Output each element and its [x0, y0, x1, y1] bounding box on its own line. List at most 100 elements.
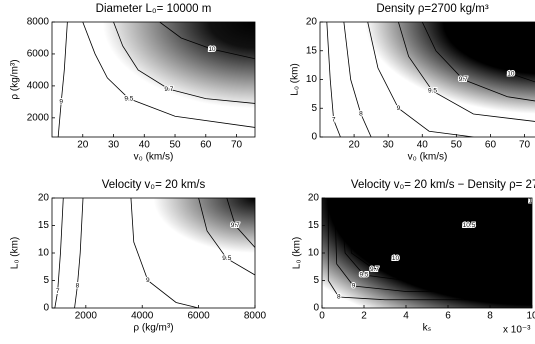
contour-label: 10: [208, 46, 216, 53]
contour-label: 9.7: [164, 86, 173, 93]
y-tick-label: 10: [306, 74, 318, 85]
x-tick-label: 50: [169, 140, 181, 151]
y-tick-label: 0: [311, 132, 317, 143]
contour-line: [327, 198, 532, 301]
x-axis-label: ρ (kg/m³): [133, 323, 173, 334]
plot-area: 9 9.5 9.7 10: [52, 22, 255, 137]
contour-label: 10: [507, 70, 515, 77]
y-tick-label: 4000: [27, 81, 50, 92]
x-tick-label: 4: [403, 311, 409, 322]
y-axis-label: L₀ (km): [10, 237, 21, 269]
plot-area: 7 8 9 9.5 9.7: [52, 198, 255, 308]
contour-line: [57, 22, 68, 137]
contour-line: [198, 198, 255, 276]
y-axis-label: L₀ (km): [290, 63, 301, 95]
x-tick-label: 60: [200, 140, 212, 151]
x-tick-label: 4000: [131, 311, 154, 322]
shading: [322, 198, 532, 308]
contour-label: 9.5: [124, 95, 133, 102]
x-tick-label: 20: [77, 140, 89, 151]
contour-line: [340, 198, 532, 284]
contour-label: 9: [352, 283, 356, 290]
plot-area: 8 99.59.7 10 10.5 11: [322, 197, 535, 308]
x-tick-label: 8: [487, 311, 493, 322]
contour-label: 7: [332, 116, 336, 123]
y-tick-label: 10: [308, 248, 320, 259]
y-tick-label: 10: [38, 248, 50, 259]
contour-label: 9.7: [231, 222, 240, 229]
x-tick-label: 30: [383, 140, 395, 151]
y-axis-label: L₀ (km): [292, 237, 303, 269]
contour-line: [74, 198, 84, 308]
contour-line: [343, 22, 372, 137]
x-tick-label: 2000: [75, 311, 98, 322]
contour-label: 9.5: [428, 88, 437, 95]
chart-title: Density ρ=2700 kg/m³: [376, 3, 488, 15]
x-tick-label: 8000: [244, 311, 267, 322]
x-axis-label: kₛ: [423, 323, 432, 334]
plot-area: 7 8 9 9.5 9.7 10: [320, 22, 535, 137]
x-tick-label: 6000: [187, 311, 210, 322]
x-tick-label: 30: [108, 140, 120, 151]
contour-label: 9.5: [222, 255, 231, 262]
axes-frame: [51, 21, 256, 138]
y-tick-label: 5: [43, 275, 49, 286]
y-tick-label: 2000: [27, 112, 50, 123]
x-tick-label: 40: [417, 140, 429, 151]
y-tick-label: 5: [311, 103, 317, 114]
y-tick-label: 6000: [27, 49, 50, 60]
y-tick-label: 5: [313, 275, 319, 286]
contour-line: [421, 22, 535, 102]
contour-line: [359, 198, 532, 270]
x-tick-label: 70: [231, 140, 243, 151]
contour-label: 10.5: [463, 222, 476, 229]
x-multiplier: x 10⁻³: [503, 325, 531, 336]
shading: [52, 198, 255, 308]
y-tick-label: 20: [38, 193, 50, 204]
contour-line: [54, 198, 64, 308]
x-tick-label: 2: [361, 311, 367, 322]
contour-label: 8: [359, 111, 363, 118]
y-tick-label: 20: [308, 193, 320, 204]
contour-line: [226, 198, 255, 248]
chart-title: Velocity v₀= 20 km/s: [102, 179, 206, 191]
y-tick-label: 0: [313, 303, 319, 314]
contour-label: 8: [337, 294, 341, 301]
contour-label: 8: [76, 283, 80, 290]
y-tick-label: 15: [308, 220, 320, 231]
contour-line: [113, 22, 255, 104]
contour-line: [130, 198, 199, 308]
contour-label: 7: [56, 288, 60, 295]
x-tick-label: 20: [349, 140, 361, 151]
x-tick-label: 40: [139, 140, 151, 151]
y-tick-label: 0: [43, 303, 49, 314]
contour-line: [159, 22, 255, 60]
contour-line: [334, 198, 532, 292]
contour-label: 9.7: [459, 76, 468, 83]
x-axis-label: v₀ (km/s): [408, 152, 448, 163]
contour-label: 10: [392, 255, 400, 262]
contour-label: 9: [397, 105, 401, 112]
x-tick-label: 50: [451, 140, 463, 151]
contour-line: [489, 198, 532, 202]
contour-line: [384, 198, 532, 229]
contour-line: [82, 22, 255, 128]
y-tick-label: 20: [306, 17, 318, 28]
contour-label: 9.5: [359, 272, 368, 279]
x-tick-label: 0: [319, 311, 325, 322]
y-tick-label: 15: [38, 220, 50, 231]
contour-label: 11: [529, 197, 535, 204]
shading: [320, 22, 535, 137]
contour-label: 9.7: [370, 266, 379, 273]
y-tick-label: 8000: [27, 17, 50, 28]
x-tick-label: 60: [485, 140, 497, 151]
chart-title: Velocity v₀= 20 km/s − Density ρ= 2700 k…: [351, 179, 535, 191]
chart-title: Diameter L₀= 10000 m: [96, 3, 212, 15]
x-tick-label: 6: [445, 311, 451, 322]
x-axis-label: v₀ (km/s): [134, 152, 174, 163]
contour-label: 9: [59, 99, 63, 106]
contour-line: [326, 22, 341, 137]
x-tick-label: 70: [519, 140, 531, 151]
x-tick-label: 10: [526, 311, 535, 322]
